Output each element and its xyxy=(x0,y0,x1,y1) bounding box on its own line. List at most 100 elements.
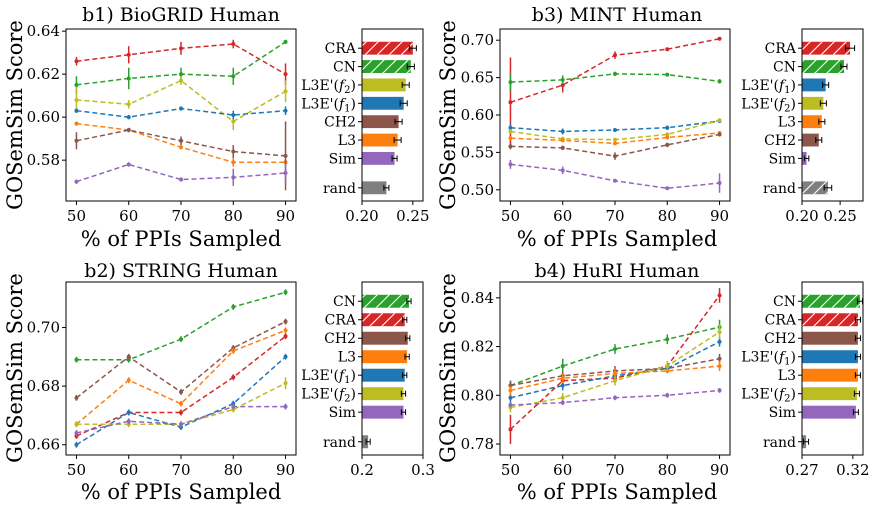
data-point xyxy=(560,395,565,400)
data-point xyxy=(613,347,617,352)
panel-title: b3) MINT Human xyxy=(532,4,702,26)
x-tick-label: 0.27 xyxy=(785,461,818,479)
data-point xyxy=(613,127,617,132)
data-point xyxy=(179,337,183,342)
series-l3 xyxy=(74,327,288,428)
plot-frame xyxy=(499,281,731,456)
x-tick-label: 0.20 xyxy=(785,207,818,225)
data-point xyxy=(126,115,131,120)
series-ch2 xyxy=(508,132,722,160)
x-tick-label: 80 xyxy=(224,207,243,225)
data-point xyxy=(74,395,79,400)
data-point xyxy=(508,144,513,149)
data-point xyxy=(560,83,565,88)
y-tick-label: 0.68 xyxy=(27,377,60,395)
data-point xyxy=(613,141,617,146)
data-point xyxy=(74,357,79,362)
panel-title: b1) BioGRID Human xyxy=(82,4,280,26)
bar xyxy=(802,115,822,129)
category-label: L3 xyxy=(338,350,356,366)
data-point xyxy=(231,113,236,117)
data-point xyxy=(613,395,617,400)
data-point xyxy=(508,125,513,130)
bar-hatch xyxy=(802,41,851,55)
y-tick-label: 0.55 xyxy=(461,143,494,161)
x-tick-label: 0.3 xyxy=(411,461,435,479)
data-point xyxy=(179,72,183,77)
category-label: CH2 xyxy=(764,133,796,149)
x-tick-label: 60 xyxy=(553,207,572,225)
category-label: CRA xyxy=(765,41,797,57)
data-point xyxy=(560,77,565,82)
bar-hatch xyxy=(362,41,413,55)
data-point xyxy=(717,339,722,344)
category-label: L3E'(f2) xyxy=(741,387,796,405)
plot-area: 50 60 70 80 90 0.58 0.60 0.62 0.64 xyxy=(27,22,297,225)
bar xyxy=(802,133,819,147)
y-tick-label: 0.84 xyxy=(461,289,494,307)
data-point xyxy=(613,371,617,376)
category-label: L3 xyxy=(778,368,796,384)
x-axis-label: % of PPIs Sampled xyxy=(81,480,282,504)
x-tick-label: 50 xyxy=(67,461,86,479)
bar xyxy=(362,115,399,129)
data-point xyxy=(126,128,131,133)
plot-area: 50 60 70 80 90 0.78 0.80 0.82 0.84 xyxy=(461,281,731,479)
bar xyxy=(362,181,387,195)
data-point xyxy=(560,376,565,381)
x-tick-label: 50 xyxy=(501,461,520,479)
data-point xyxy=(283,354,288,359)
x-axis-label: % of PPIs Sampled xyxy=(517,480,718,504)
data-point xyxy=(717,132,722,137)
series-sim xyxy=(508,159,722,193)
category-label: L3 xyxy=(338,133,356,149)
bar xyxy=(802,387,857,401)
bar xyxy=(802,350,858,364)
x-tick-label: 80 xyxy=(658,207,677,225)
data-point xyxy=(283,153,288,158)
x-tick-label: 0.2 xyxy=(350,461,374,479)
series-l3 xyxy=(508,361,722,396)
series-l3e-f2- xyxy=(74,76,288,131)
data-point xyxy=(231,175,236,180)
data-point xyxy=(560,129,565,134)
data-point xyxy=(126,410,131,415)
plot-area: CRA CN L3E'(f1)L3E'(f2)L3 CH2 Sim rand 0.20 0.2… xyxy=(741,28,864,225)
data-point xyxy=(231,119,236,124)
plot-frame xyxy=(499,28,731,202)
bar xyxy=(802,78,826,92)
series-line xyxy=(75,329,286,425)
y-tick-label: 0.66 xyxy=(27,436,60,454)
bar xyxy=(362,331,408,345)
data-point xyxy=(74,138,79,143)
bar xyxy=(362,133,398,147)
y-tick-label: 0.80 xyxy=(461,386,494,404)
panel-b4: b4) HuRI Human GOSemSim Score % of PPIs … xyxy=(436,260,731,504)
category-label: CN xyxy=(773,60,796,76)
data-point xyxy=(283,171,288,176)
data-point xyxy=(126,162,131,167)
panel-b1-bar: CRA CN L3E'(f2)L3E'(f1)CH2 L3 Sim rand 0.20 0.2… xyxy=(301,28,430,225)
data-point xyxy=(126,419,131,424)
plot-frame xyxy=(361,281,424,456)
y-axis-label: GOSemSim Score xyxy=(3,20,27,210)
data-point xyxy=(283,319,288,324)
data-point xyxy=(508,395,513,400)
x-tick-label: 70 xyxy=(171,207,190,225)
data-point xyxy=(665,337,670,342)
data-point xyxy=(231,74,236,79)
x-tick-label: 50 xyxy=(501,207,520,225)
y-tick-label: 0.50 xyxy=(461,181,494,199)
plot-area: 50 60 70 80 90 0.50 0.55 0.60 0.65 0.70 xyxy=(461,28,731,225)
panel-b3: b3) MINT Human GOSemSim Score % of PPIs … xyxy=(436,4,731,251)
series-l3e-f1- xyxy=(508,118,722,135)
category-label: Sim xyxy=(769,151,796,167)
panel-b3-bar: CRA CN L3E'(f1)L3E'(f2)L3 CH2 Sim rand 0.20 0.2… xyxy=(741,28,864,225)
x-tick-label: 90 xyxy=(710,207,729,225)
series-line xyxy=(76,163,286,183)
data-point xyxy=(613,137,617,142)
data-point xyxy=(717,388,722,393)
category-label: L3E'(f1) xyxy=(741,78,796,96)
data-point xyxy=(179,78,183,83)
bar-hatch xyxy=(362,313,405,327)
